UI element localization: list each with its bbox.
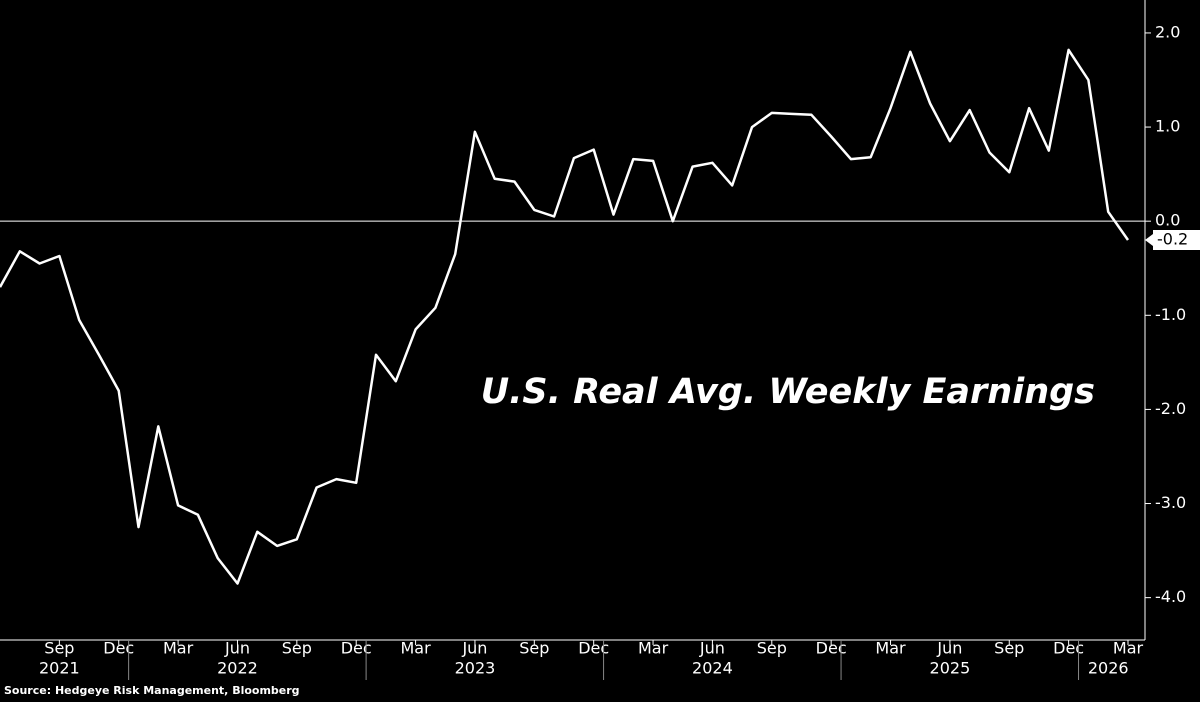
last-value-pointer [1145,234,1153,246]
y-tick-label: 0.0 [1155,211,1180,230]
y-tick-label: 1.0 [1155,117,1180,136]
x-tick-label: Sep [44,639,74,658]
year-label: 2023 [455,659,496,678]
series-line [0,48,1130,585]
x-tick-label: Jun [936,639,962,658]
x-tick-label: Mar [875,639,906,658]
x-tick-label: Jun [224,639,250,658]
x-tick-label: Sep [757,639,787,658]
last-value-box [1153,230,1200,250]
y-tick-label: 2.0 [1155,22,1180,41]
x-tick-label: Dec [1053,639,1084,658]
last-value-label: -0.2 [1157,230,1188,249]
y-tick-label: -1.0 [1155,305,1186,324]
y-tick-label: -2.0 [1155,399,1186,418]
x-tick-label: Mar [638,639,669,658]
y-tick-label: -3.0 [1155,493,1186,512]
x-tick-label: Mar [1113,639,1144,658]
x-tick-label: Dec [341,639,372,658]
x-tick-label: Dec [816,639,847,658]
x-tick-label: Sep [994,639,1024,658]
source: Source: Hedgeye Risk Management, Bloombe… [4,684,300,697]
x-tick-label: Mar [163,639,194,658]
x-tick-label: Jun [699,639,725,658]
year-label: 2024 [692,659,733,678]
x-tick-label: Dec [578,639,609,658]
x-tick-label: Dec [103,639,134,658]
x-tick-label: Sep [519,639,549,658]
x-tick-label: Mar [400,639,431,658]
year-label: 2026 [1088,659,1129,678]
year-label: 2022 [217,659,258,678]
x-tick-label: Sep [282,639,312,658]
year-label: 2025 [930,659,971,678]
x-tick-label: Jun [461,639,487,658]
year-label: 2021 [39,659,80,678]
y-tick-label: -4.0 [1155,587,1186,606]
annotation: U.S. Real Avg. Weekly Earnings [481,372,1095,412]
